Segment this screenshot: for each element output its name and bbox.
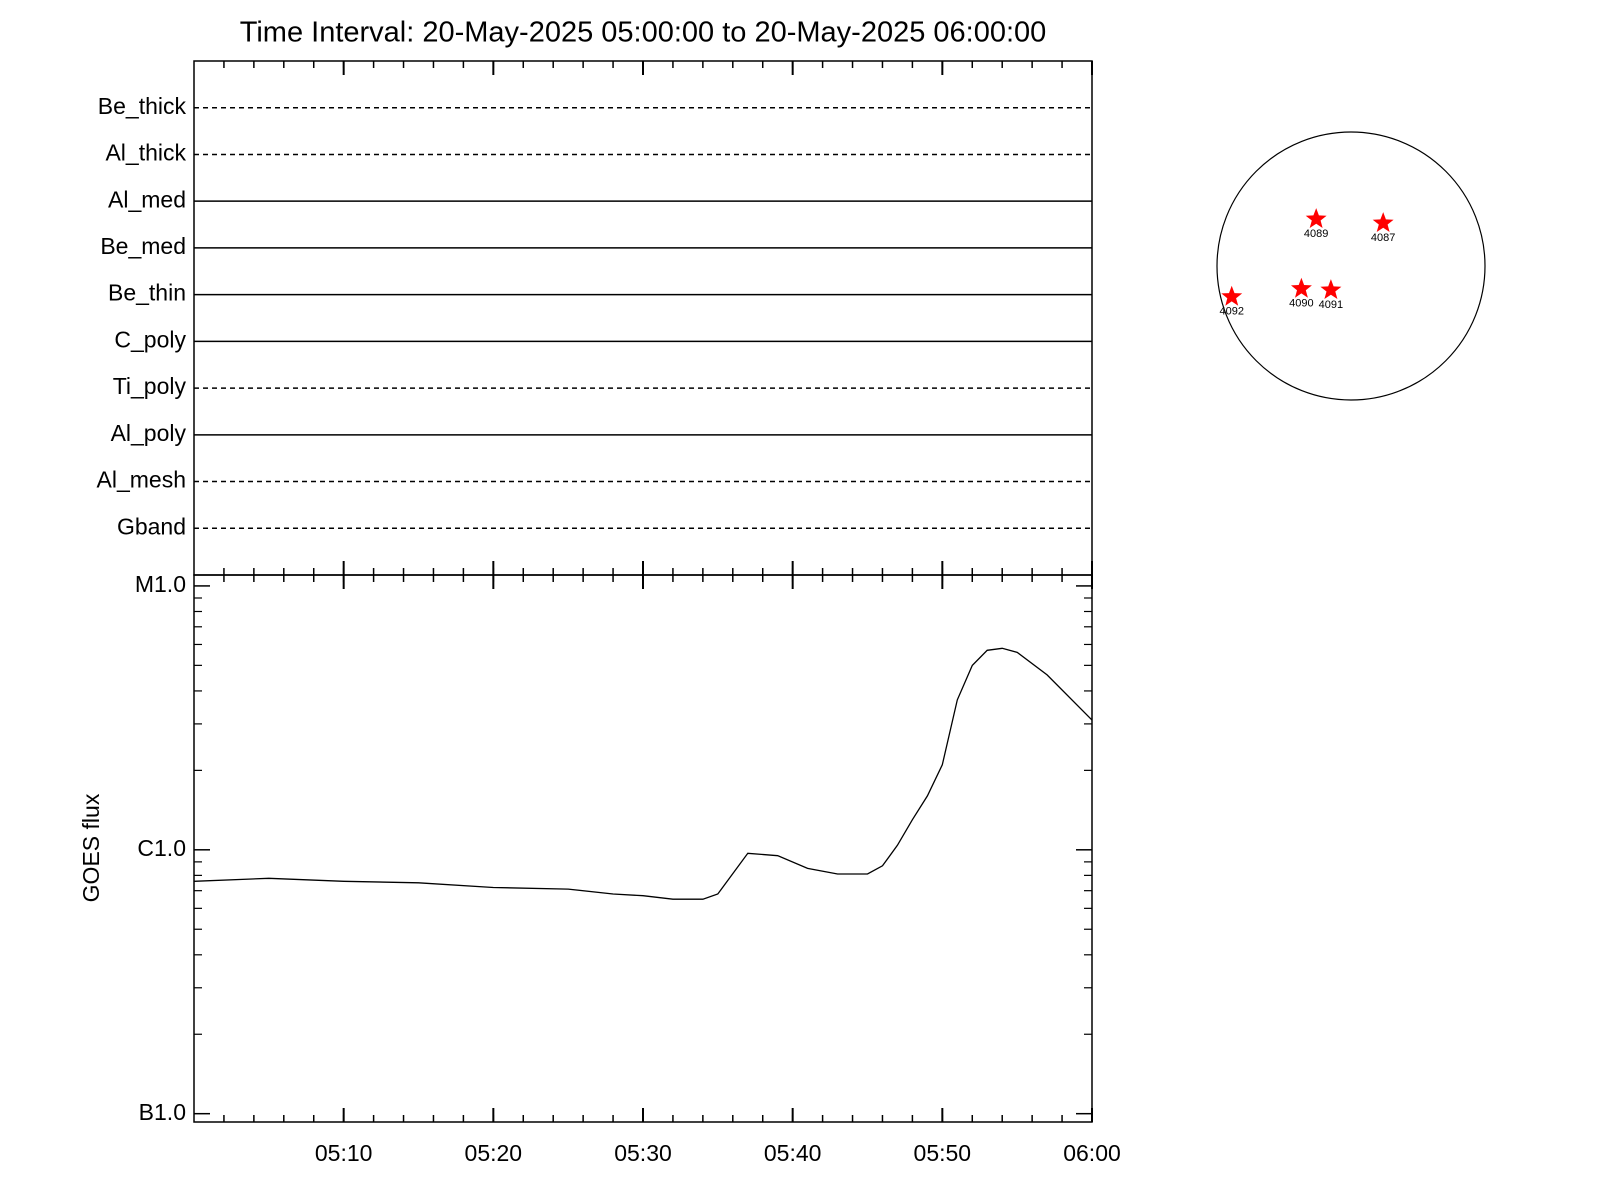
region-marker	[1291, 277, 1312, 298]
filter-label: Al_med	[108, 186, 186, 212]
chart-title: Time Interval: 20-May-2025 05:00:00 to 2…	[240, 17, 1047, 49]
filter-label: Al_mesh	[97, 467, 186, 493]
filter-label: Gband	[117, 513, 186, 539]
x-tick-label: 05:30	[614, 1140, 672, 1166]
solar-disk	[1216, 131, 1486, 401]
x-tick-label: 06:00	[1063, 1140, 1121, 1166]
region-marker	[1221, 285, 1243, 306]
region-marker	[1372, 212, 1394, 232]
filter-label: Ti_poly	[113, 373, 187, 399]
region-label: 4091	[1319, 299, 1343, 311]
region-label: 4090	[1289, 298, 1313, 310]
region-marker	[1320, 279, 1342, 299]
region-label: 4089	[1304, 228, 1328, 240]
y-tick-label: C1.0	[137, 835, 186, 861]
filter-label: Be_thick	[98, 93, 187, 119]
goes-flux-line	[193, 647, 1093, 900]
region-label: 4087	[1371, 232, 1395, 244]
filter-label: Be_thin	[108, 280, 186, 306]
x-tick-label: 05:40	[764, 1140, 822, 1166]
y-tick-label: M1.0	[135, 571, 186, 597]
filter-label: Be_med	[100, 233, 186, 259]
region-marker	[1305, 208, 1327, 228]
x-tick-label: 05:10	[315, 1140, 373, 1166]
x-tick-label: 05:20	[465, 1140, 523, 1166]
x-tick-label: 05:50	[914, 1140, 972, 1166]
filter-label: Al_thick	[105, 140, 186, 166]
top-panel-frame	[193, 60, 1093, 576]
y-axis-label: GOES flux	[78, 793, 104, 902]
bottom-panel-frame	[193, 574, 1093, 1123]
filter-label: C_poly	[114, 326, 186, 352]
filter-label: Al_poly	[111, 420, 187, 446]
region-label: 4092	[1219, 306, 1243, 318]
y-tick-label: B1.0	[139, 1099, 186, 1125]
